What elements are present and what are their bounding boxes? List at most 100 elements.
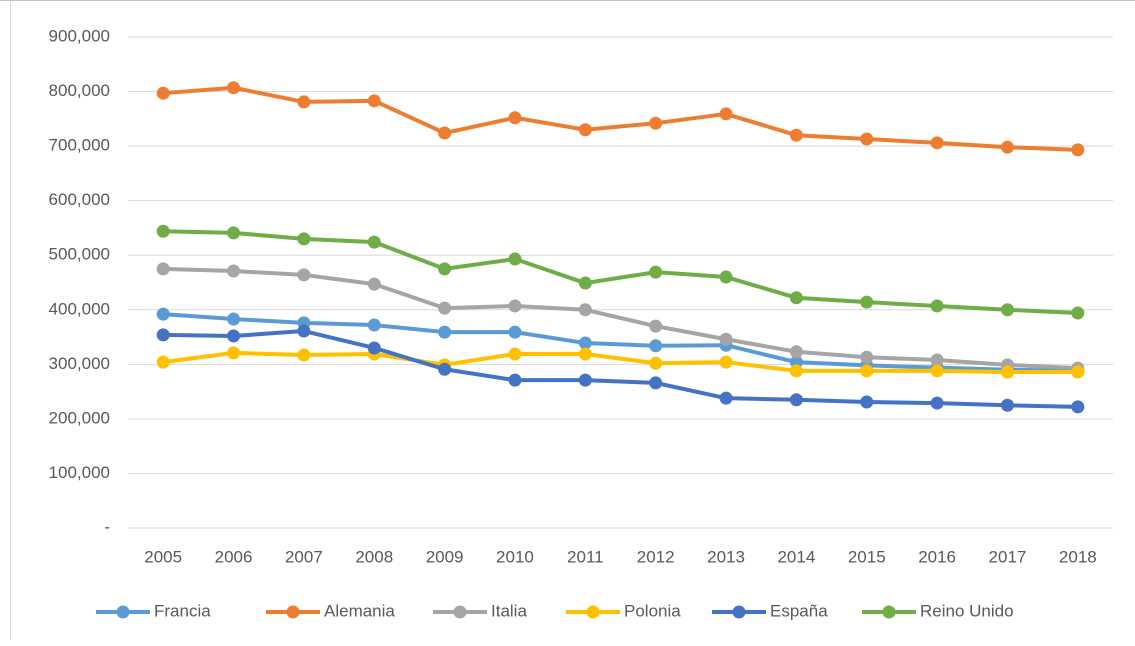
point-marker: [789, 128, 803, 142]
x-tick-label: 2015: [848, 547, 886, 566]
y-tick-label: 200,000: [49, 408, 110, 427]
point-marker: [227, 81, 241, 95]
point-marker: [789, 393, 803, 407]
point-marker: [227, 346, 241, 360]
series-line: [163, 85, 1078, 152]
point-marker: [438, 262, 452, 276]
legend-label: Polonia: [624, 601, 681, 620]
point-marker: [649, 265, 663, 279]
legend-label: Italia: [491, 601, 527, 620]
x-tick-label: 2013: [707, 547, 745, 566]
point-marker: [860, 364, 874, 378]
x-tick-label: 2012: [637, 547, 675, 566]
point-marker: [508, 347, 522, 361]
point-marker: [860, 395, 874, 409]
point-marker: [649, 116, 663, 130]
point-marker: [930, 136, 944, 150]
point-marker: [649, 376, 663, 390]
point-marker: [1071, 400, 1085, 414]
point-marker: [508, 325, 522, 339]
point-marker: [156, 262, 170, 276]
point-marker: [789, 364, 803, 378]
point-marker: [438, 362, 452, 376]
point-marker: [227, 329, 241, 343]
point-marker: [367, 341, 381, 355]
point-marker: [438, 301, 452, 315]
x-tick-label: 2006: [215, 547, 253, 566]
point-marker: [719, 355, 733, 369]
x-tick-label: 2005: [144, 547, 182, 566]
point-marker: [297, 232, 311, 246]
x-tick-label: 2009: [426, 547, 464, 566]
point-marker: [789, 345, 803, 359]
legend-marker: [453, 605, 467, 619]
point-marker: [649, 339, 663, 353]
legend-marker: [586, 605, 600, 619]
point-marker: [719, 391, 733, 405]
y-tick-label: 300,000: [49, 354, 110, 373]
point-marker: [1000, 303, 1014, 317]
series-line: [163, 266, 1078, 371]
point-marker: [438, 126, 452, 140]
x-tick-label: 2008: [355, 547, 393, 566]
point-marker: [156, 328, 170, 342]
y-tick-label: 500,000: [49, 245, 110, 264]
point-marker: [789, 291, 803, 305]
x-tick-label: 2010: [496, 547, 534, 566]
point-marker: [1071, 306, 1085, 320]
x-tick-label: 2007: [285, 547, 323, 566]
x-tick-label: 2016: [918, 547, 956, 566]
point-marker: [1000, 365, 1014, 379]
point-marker: [367, 235, 381, 249]
y-tick-label: 400,000: [49, 299, 110, 318]
point-marker: [1000, 398, 1014, 412]
point-marker: [1071, 365, 1085, 379]
point-marker: [297, 324, 311, 338]
point-marker: [156, 355, 170, 369]
point-marker: [367, 318, 381, 332]
series-line: [162, 350, 1078, 374]
point-marker: [649, 319, 663, 333]
point-marker: [297, 268, 311, 282]
point-marker: [297, 95, 311, 109]
y-tick-label: 700,000: [49, 136, 110, 155]
y-tick-label: 100,000: [49, 463, 110, 482]
point-marker: [297, 348, 311, 362]
point-marker: [367, 94, 381, 108]
point-marker: [578, 347, 592, 361]
legend-marker: [286, 605, 300, 619]
y-tick-label: 600,000: [49, 190, 110, 209]
point-marker: [578, 303, 592, 317]
x-tick-label: 2017: [989, 547, 1027, 566]
y-tick-label: -: [104, 517, 110, 536]
point-marker: [156, 86, 170, 100]
point-marker: [1071, 143, 1085, 157]
series-line: [163, 229, 1078, 316]
point-marker: [508, 299, 522, 313]
point-marker: [930, 353, 944, 367]
series-line: [163, 312, 1078, 373]
point-marker: [508, 111, 522, 125]
point-marker: [719, 270, 733, 284]
point-marker: [156, 307, 170, 321]
point-marker: [578, 336, 592, 350]
point-marker: [578, 373, 592, 387]
x-tick-label: 2011: [567, 547, 604, 566]
point-marker: [930, 299, 944, 313]
point-marker: [930, 396, 944, 410]
point-marker: [719, 107, 733, 121]
legend-label: Alemania: [324, 601, 395, 620]
point-marker: [367, 277, 381, 291]
point-marker: [227, 226, 241, 240]
point-marker: [719, 332, 733, 346]
point-marker: [508, 252, 522, 266]
point-marker: [930, 364, 944, 378]
series-line: [163, 329, 1078, 409]
point-marker: [508, 373, 522, 387]
point-marker: [578, 276, 592, 290]
point-marker: [227, 264, 241, 278]
point-marker: [649, 356, 663, 370]
legend-label: Reino Unido: [920, 601, 1014, 620]
legend-marker: [732, 605, 746, 619]
